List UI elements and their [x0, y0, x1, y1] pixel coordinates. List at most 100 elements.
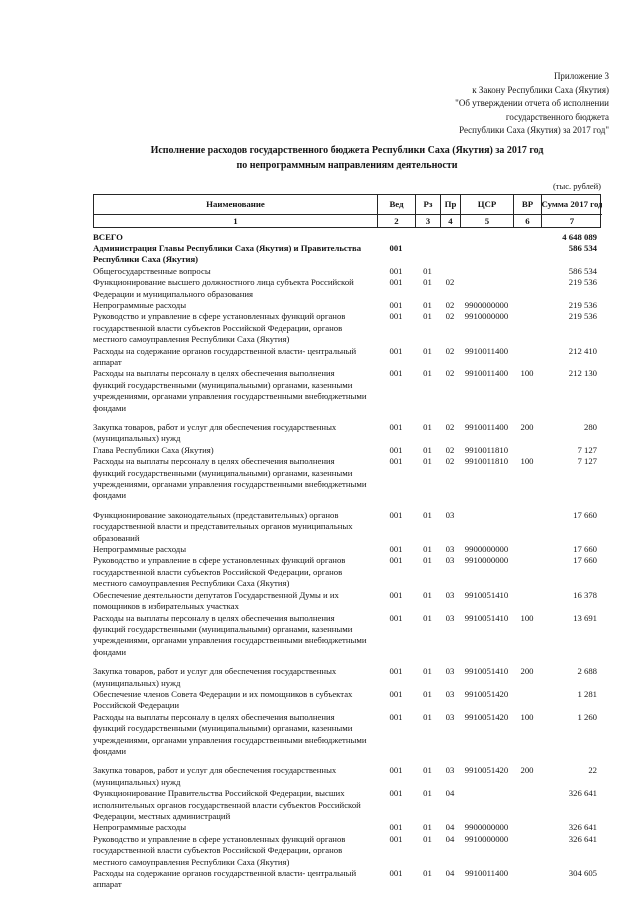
- title-line-2: по непрограммным направлениям деятельнос…: [236, 159, 458, 171]
- table-row: Непрограммные расходы 001 01 02 99000000…: [93, 300, 601, 311]
- row-ved-code: 001: [389, 612, 403, 623]
- row-rz-code: 01: [423, 368, 432, 379]
- row-csr-code: 9910011810: [464, 444, 509, 455]
- row-rz-code: 01: [423, 765, 432, 776]
- table-header: Наименование Вед Рз Пр ЦСР ВР Сумма 2017…: [93, 193, 602, 228]
- table-row: Обеспечение членов Совета Федерации и их…: [93, 689, 601, 712]
- row-name: Глава Республики Саха (Якутия): [93, 444, 214, 455]
- row-csr-code: 9910051420: [464, 711, 509, 722]
- table-row: Непрограммные расходы 001 01 03 99000000…: [93, 544, 601, 555]
- row-csr-code: 9910051410: [464, 589, 509, 600]
- column-header-vr: ВР: [514, 194, 542, 215]
- row-pr-code: 02: [445, 345, 455, 356]
- row-rz-code: 01: [423, 666, 432, 677]
- column-header-sum: Сумма 2017 год: [542, 195, 602, 215]
- table-row: Расходы на содержание органов государств…: [93, 346, 601, 369]
- column-header-csr: ЦСР: [461, 194, 514, 215]
- table-row: Функционирование высшего должностного ли…: [93, 277, 601, 300]
- row-name: Закупка товаров, работ и услуг для обесп…: [93, 422, 337, 444]
- row-csr-code: 9910011810: [464, 456, 509, 467]
- row-name: Расходы на выплаты персоналу в целях обе…: [93, 612, 367, 657]
- table-row: Закупка товаров, работ и услуг для обесп…: [93, 422, 601, 445]
- units-note: (тыс. рублей): [552, 180, 601, 191]
- row-vr-code: 100: [520, 612, 534, 623]
- row-ved-code: 001: [389, 544, 403, 555]
- row-vr-code: 200: [520, 422, 534, 432]
- row-pr-code: 04: [445, 822, 455, 833]
- row-csr-code: 9900000000: [464, 822, 509, 833]
- row-ved-code: 001: [389, 456, 403, 467]
- row-name: Администрация Главы Республики Саха (Яку…: [93, 242, 362, 265]
- appendix-line: "Об утверждении отчета об исполнении: [455, 98, 609, 108]
- row-name: Общегосударственные вопросы: [93, 265, 211, 276]
- row-vr-code: 200: [520, 666, 534, 677]
- row-pr-code: 02: [445, 277, 455, 288]
- row-rz-code: 01: [423, 299, 432, 310]
- table-row: Расходы на выплаты персоналу в целях обе…: [93, 456, 601, 502]
- row-ved-code: 001: [389, 299, 403, 310]
- column-number: 6: [514, 214, 542, 227]
- table-row: Руководство и управление в сфере установ…: [93, 555, 601, 589]
- row-name: Непрограммные расходы: [93, 299, 187, 310]
- column-number: 5: [461, 214, 514, 227]
- row-rz-code: 01: [423, 589, 432, 600]
- row-rz-code: 01: [423, 868, 432, 879]
- row-sum-value: 13 691: [573, 612, 597, 623]
- row-sum-value: 326 641: [568, 822, 597, 833]
- row-ved-code: 001: [389, 444, 403, 455]
- budget-table: Наименование Вед Рз Пр ЦСР ВР Сумма 2017…: [93, 193, 602, 891]
- row-ved-code: 001: [389, 788, 403, 799]
- table-row: Расходы на выплаты персоналу в целях обе…: [93, 712, 601, 758]
- row-name: Закупка товаров, работ и услуг для обесп…: [93, 666, 337, 688]
- row-rz-code: 01: [423, 509, 432, 520]
- table-row: Руководство и управление в сфере установ…: [93, 311, 601, 345]
- row-csr-code: 9910051420: [464, 765, 509, 776]
- row-name: Руководство и управление в сфере установ…: [93, 311, 346, 345]
- row-name: Расходы на выплаты персоналу в целях обе…: [93, 368, 367, 413]
- table-row: Расходы на выплаты персоналу в целях обе…: [93, 613, 601, 659]
- row-ved-code: 001: [389, 666, 403, 677]
- row-rz-code: 01: [423, 833, 432, 844]
- row-ved-code: 001: [389, 368, 403, 379]
- table-header-numbers: 1 2 3 4 5 6 7: [94, 214, 600, 227]
- row-sum-value: 1 281: [577, 688, 597, 699]
- row-name: Непрограммные расходы: [93, 544, 187, 555]
- row-pr-code: 02: [445, 368, 455, 379]
- row-sum-value: 326 641: [568, 833, 597, 844]
- row-pr-code: 02: [445, 299, 455, 310]
- row-rz-code: 01: [423, 345, 432, 356]
- page-content: Приложение 3 к Закону Республики Саха (Я…: [93, 0, 609, 891]
- column-number: 4: [441, 214, 461, 227]
- column-header-name: Наименование: [94, 194, 378, 215]
- row-pr-code: 03: [445, 666, 455, 677]
- row-vr-code: 100: [520, 711, 534, 722]
- table-row: Расходы на выплаты персоналу в целях обе…: [93, 368, 601, 414]
- row-rz-code: 01: [423, 555, 432, 566]
- row-sum-value: 219 536: [568, 277, 597, 288]
- row-name: Обеспечение членов Совета Федерации и их…: [93, 688, 353, 711]
- table-header-labels: Наименование Вед Рз Пр ЦСР ВР Сумма 2017…: [94, 194, 602, 215]
- row-rz-code: 01: [423, 277, 432, 288]
- row-rz-code: 01: [423, 311, 432, 322]
- row-rz-code: 01: [423, 612, 432, 623]
- row-csr-code: 9900000000: [464, 544, 509, 555]
- row-name: Расходы на содержание органов государств…: [93, 868, 357, 890]
- row-ved-code: 001: [389, 422, 403, 432]
- row-pr-code: 02: [445, 422, 455, 432]
- row-name: Руководство и управление в сфере установ…: [93, 555, 346, 589]
- column-header-rz: Рз: [416, 194, 441, 215]
- table-row: Администрация Главы Республики Саха (Яку…: [93, 243, 601, 266]
- row-rz-code: 01: [423, 788, 432, 799]
- row-ved-code: 001: [389, 833, 403, 844]
- row-rz-code: 01: [423, 422, 432, 432]
- row-pr-code: 03: [445, 711, 455, 722]
- row-sum-value: 16 378: [573, 589, 597, 600]
- row-rz-code: 01: [423, 688, 432, 699]
- row-sum-value: 304 605: [568, 868, 597, 879]
- row-csr-code: 9910051410: [464, 612, 509, 623]
- row-vr-code: 200: [520, 765, 534, 776]
- row-sum-value: 4 648 089: [562, 231, 597, 242]
- row-sum-value: 212 130: [568, 368, 597, 379]
- row-sum-value: 326 641: [568, 788, 597, 799]
